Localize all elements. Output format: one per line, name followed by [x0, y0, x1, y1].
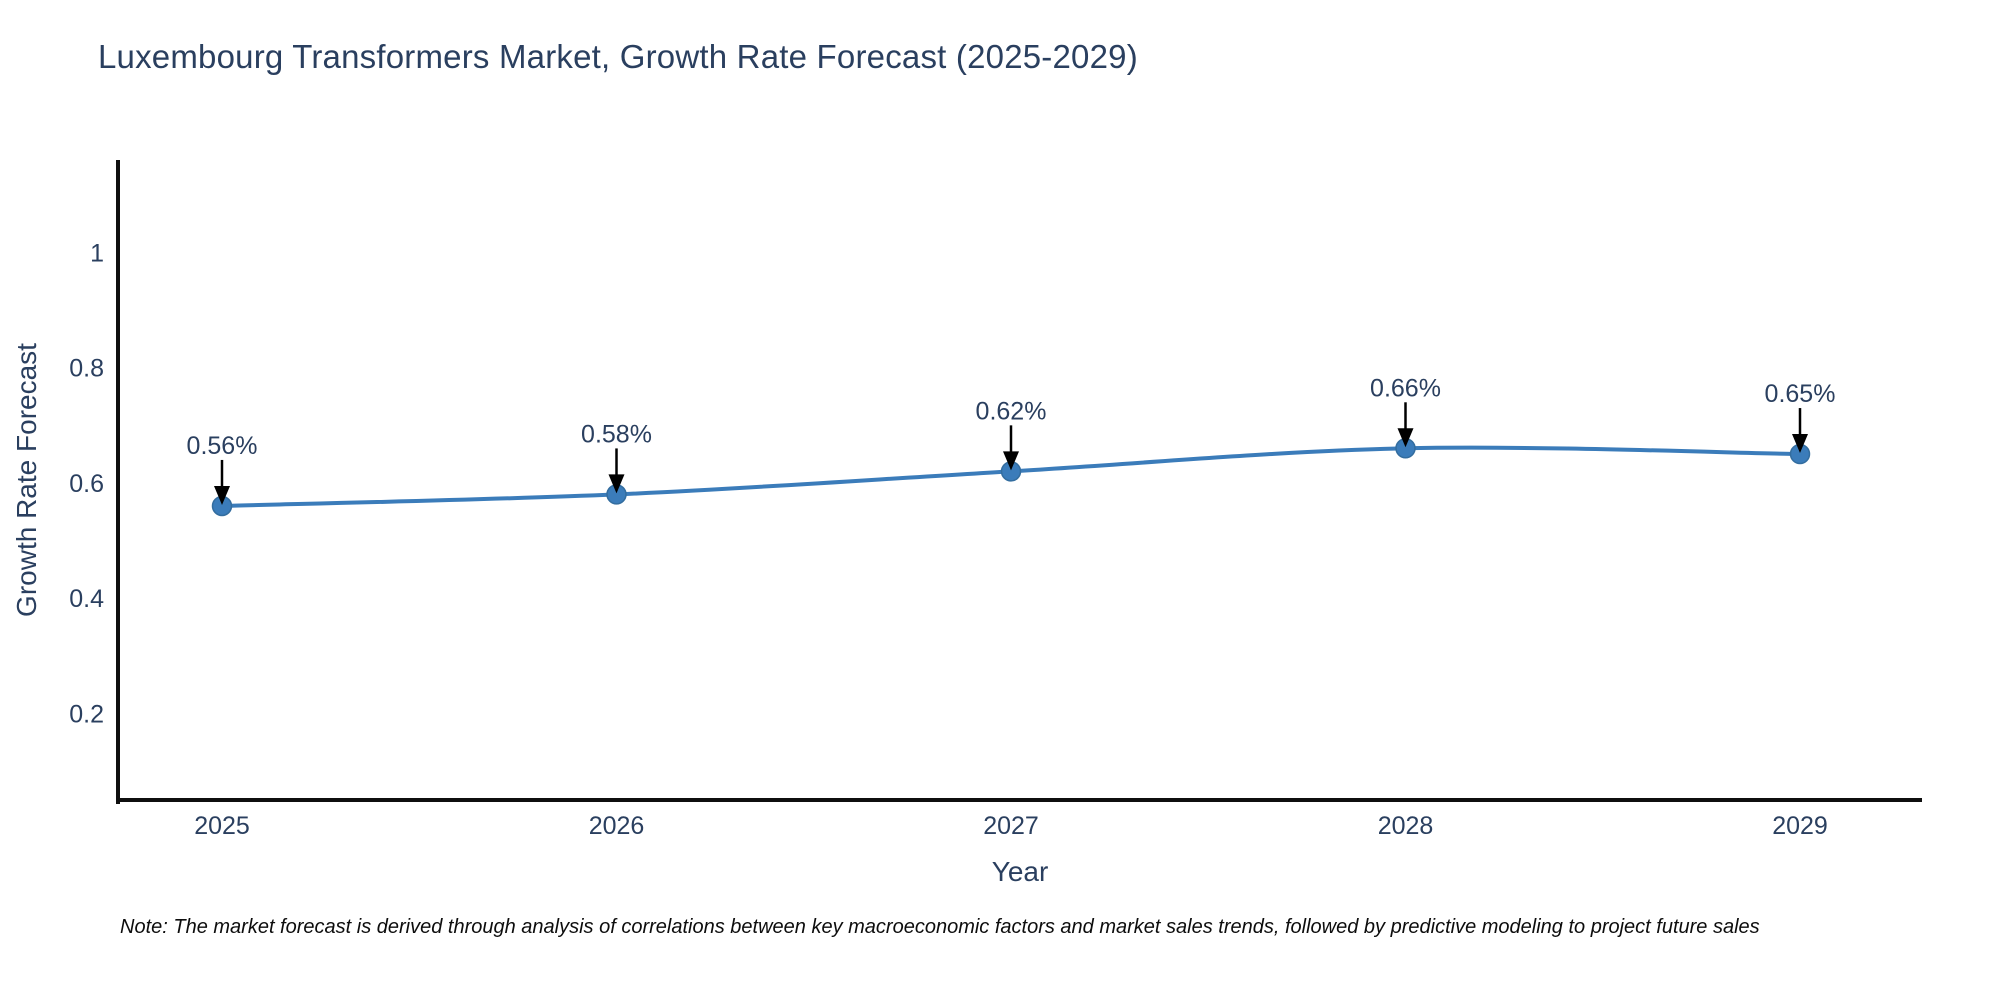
x-axis-title: Year [991, 856, 1049, 887]
data-point-label: 0.62% [976, 397, 1047, 425]
x-tick-label: 2027 [983, 812, 1039, 840]
y-tick-label: 0.2 [69, 701, 104, 729]
y-tick-label: 0.8 [69, 355, 104, 383]
data-point-label: 0.56% [187, 432, 258, 460]
footnote: Note: The market forecast is derived thr… [120, 916, 1760, 938]
data-point-label: 0.65% [1765, 380, 1836, 408]
x-tick-label: 2026 [589, 812, 645, 840]
data-point-label: 0.66% [1370, 374, 1441, 402]
annotation-arrowhead-icon [608, 474, 625, 494]
chart-title: Luxembourg Transformers Market, Growth R… [98, 38, 1138, 75]
annotation-arrowhead-icon [214, 485, 230, 505]
x-tick-label: 2028 [1378, 812, 1434, 840]
annotation-arrowhead-icon [1397, 428, 1414, 448]
x-tick-label: 2029 [1772, 812, 1828, 840]
y-tick-label: 0.6 [69, 470, 104, 498]
annotation-arrowhead-icon [1003, 451, 1019, 471]
data-point-label: 0.58% [581, 420, 652, 448]
y-tick-label: 0.4 [69, 585, 104, 613]
annotation-arrowhead-icon [1792, 434, 1808, 454]
y-axis-title: Growth Rate Forecast [11, 343, 42, 617]
x-tick-label: 2025 [194, 812, 250, 840]
y-tick-label: 1 [90, 239, 104, 267]
